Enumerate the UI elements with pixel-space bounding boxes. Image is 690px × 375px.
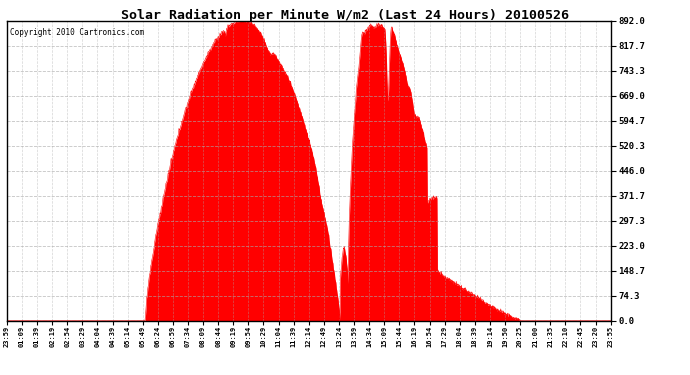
Text: Copyright 2010 Cartronics.com: Copyright 2010 Cartronics.com bbox=[10, 28, 144, 37]
Text: Solar Radiation per Minute W/m2 (Last 24 Hours) 20100526: Solar Radiation per Minute W/m2 (Last 24… bbox=[121, 9, 569, 22]
